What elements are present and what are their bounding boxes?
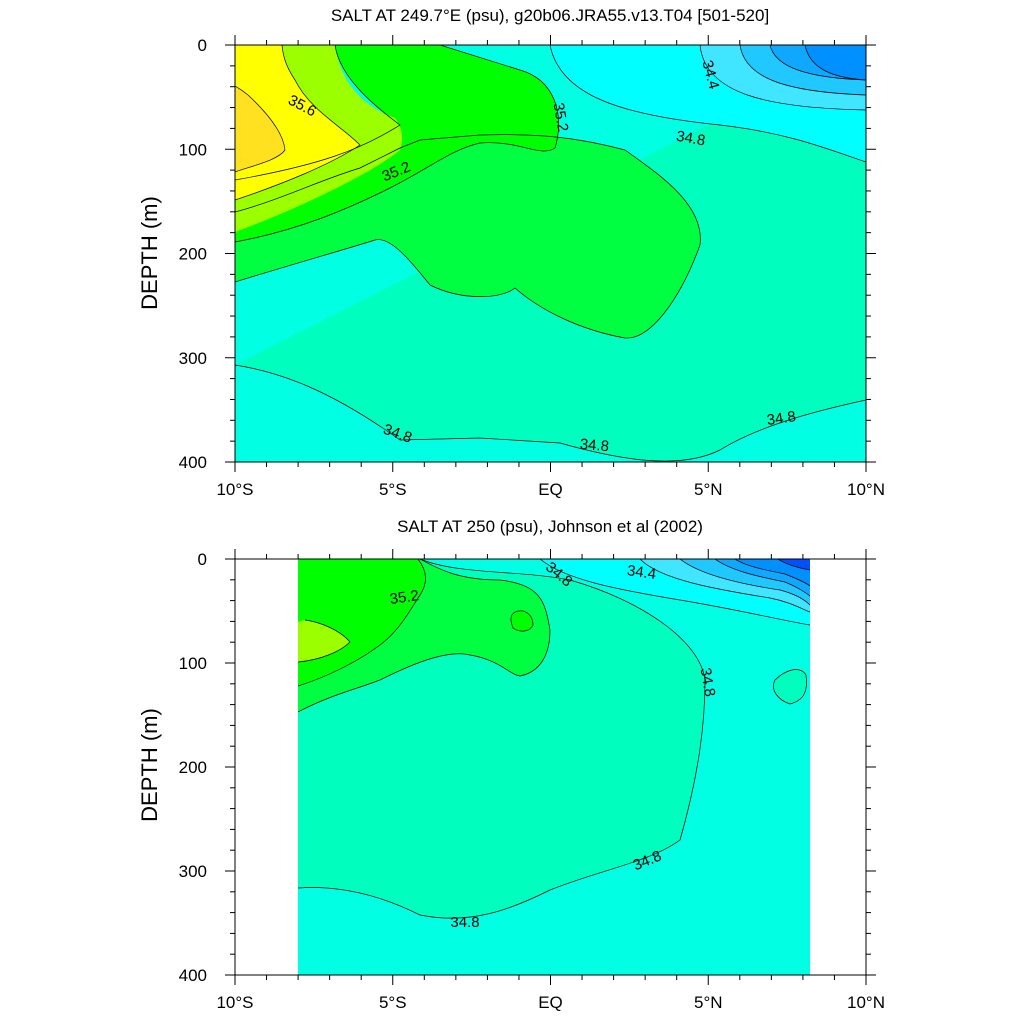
fill-band-35.2-island	[510, 610, 533, 632]
contour-line	[235, 45, 361, 201]
contour-line	[539, 559, 810, 626]
x-tick-label: 10°S	[216, 993, 253, 1012]
y-tick-label: 400	[179, 966, 207, 985]
fill-band-fresh-6	[778, 559, 810, 570]
panel2-contour-fills	[298, 559, 810, 975]
contour-line	[549, 45, 866, 163]
x-tick-label: 5°N	[694, 993, 723, 1012]
y-tick-label: 300	[179, 862, 207, 881]
contour-line	[298, 559, 706, 919]
x-tick-label: 5°S	[379, 480, 407, 499]
contour-line	[235, 45, 401, 181]
panel1-ylabel: DEPTH (m)	[137, 196, 162, 310]
contour-line	[804, 45, 866, 81]
contour-line	[235, 134, 701, 339]
y-tick-label: 200	[179, 758, 207, 777]
panel1-contour-fills	[235, 45, 866, 462]
y-tick-label: 100	[179, 140, 207, 159]
x-tick-label: 10°N	[847, 993, 885, 1012]
x-tick-label: EQ	[538, 993, 563, 1012]
contour-label: 35.2	[550, 101, 572, 133]
y-tick-label: 400	[179, 453, 207, 472]
panel2-contour-lines	[298, 559, 810, 919]
y-tick-label: 100	[179, 654, 207, 673]
contour-line	[510, 610, 534, 632]
panel2-axes: 10°S 5°S EQ 5°N 10°N 0 100 200 300 400	[179, 549, 885, 1012]
contour-label: 34.4	[626, 562, 657, 583]
contour-label: 35.2	[389, 587, 420, 608]
contour-label: 34.8	[450, 914, 479, 931]
contour-label: 34.8	[766, 408, 797, 429]
x-tick-label: 10°S	[216, 480, 253, 499]
contour-line	[739, 45, 866, 96]
contour-line	[773, 669, 807, 705]
contour-line	[639, 559, 810, 613]
contour-line	[777, 559, 810, 571]
x-tick-label: 10°N	[847, 480, 885, 499]
panel1-axes: 10°S 5°S EQ 5°N 10°N 0 100 200 300 400	[179, 35, 885, 499]
fill-band-fresh-5	[805, 45, 866, 80]
contour-line	[235, 45, 559, 243]
contour-line	[699, 45, 866, 111]
contour-label: 34.8	[579, 436, 610, 455]
contour-label: 34.4	[698, 59, 722, 92]
y-tick-label: 200	[179, 245, 207, 264]
panel1-title: SALT AT 249.7°E (psu), g20b06.JRA55.v13.…	[331, 6, 769, 25]
x-tick-label: EQ	[538, 480, 563, 499]
contour-line	[298, 559, 551, 713]
panel2-title: SALT AT 250 (psu), Johnson et al (2002)	[397, 517, 703, 536]
contour-line	[298, 559, 426, 687]
y-tick-label: 0	[198, 36, 207, 55]
contour-line	[734, 559, 810, 587]
x-tick-label: 5°S	[379, 993, 407, 1012]
panel1-contour-lines	[235, 45, 866, 462]
contour-label: 34.8	[697, 666, 719, 698]
contour-label: 34.8	[675, 128, 707, 150]
y-tick-label: 300	[179, 349, 207, 368]
contour-line	[235, 364, 866, 462]
contour-line	[298, 619, 351, 663]
panel2-ylabel: DEPTH (m)	[137, 708, 162, 822]
fill-band-35.8	[235, 86, 285, 172]
panel-model: SALT AT 249.7°E (psu), g20b06.JRA55.v13.…	[137, 6, 885, 499]
fill-band-35.4	[298, 620, 350, 662]
panel-observed: SALT AT 250 (psu), Johnson et al (2002)	[137, 517, 885, 1012]
fill-band-34.8-island	[773, 669, 807, 704]
x-tick-label: 5°N	[694, 480, 723, 499]
contour-line	[235, 85, 286, 173]
contour-line	[769, 45, 866, 81]
y-tick-label: 0	[198, 550, 207, 569]
contour-line	[714, 559, 810, 597]
contour-line	[679, 559, 810, 606]
